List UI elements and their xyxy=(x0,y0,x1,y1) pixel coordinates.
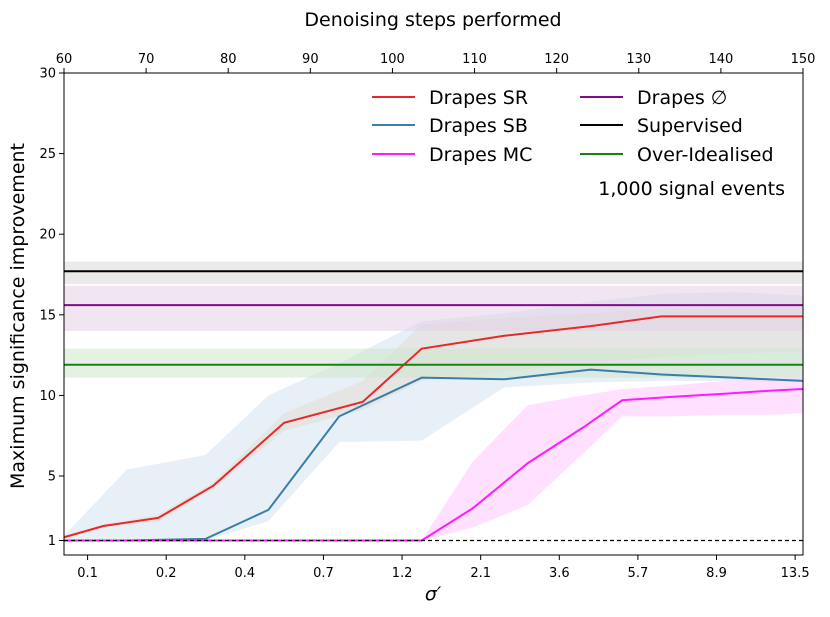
y-tick-label: 10 xyxy=(39,389,56,404)
top-x-tick-label: 70 xyxy=(138,52,155,67)
x-tick-label: 3.6 xyxy=(549,566,570,581)
top-x-tick-label: 120 xyxy=(544,52,569,67)
y-tick-label: 25 xyxy=(39,147,56,162)
x-tick-label: 1.2 xyxy=(392,566,413,581)
top-axis-title: Denoising steps performed xyxy=(304,9,561,31)
plot-frame xyxy=(63,72,804,556)
x-tick-label: 8.9 xyxy=(706,566,727,581)
y-tick-label: 30 xyxy=(39,67,56,82)
x-tick-label: 5.7 xyxy=(628,566,649,581)
band-over-idealised xyxy=(64,348,803,378)
x-tick-label: 0.1 xyxy=(77,566,98,581)
band-drapes-empty xyxy=(64,285,803,331)
x-tick-label: 0.4 xyxy=(234,566,255,581)
x-tick-label: 0.7 xyxy=(313,566,334,581)
band-drapes-mc xyxy=(64,377,803,541)
y-tick-label: 20 xyxy=(39,228,56,243)
legend-label-drapes-mc: Drapes MC xyxy=(429,144,532,166)
top-x-tick-label: 60 xyxy=(56,52,73,67)
top-x-tick-label: 130 xyxy=(626,52,651,67)
y-tick-label: 15 xyxy=(39,308,56,323)
legend: Drapes SR Drapes SB Drapes MC Drapes ∅ Super… xyxy=(372,87,774,166)
y-tick-label: 5 xyxy=(48,470,56,485)
line-drapes-sb xyxy=(64,368,804,542)
confidence-bands xyxy=(64,261,803,543)
top-x-tick-label: 80 xyxy=(220,52,237,67)
top-x-tick-label: 140 xyxy=(708,52,733,67)
y-axis-title: Maximum significance improvement xyxy=(7,143,29,489)
top-x-tick-label: 90 xyxy=(302,52,319,67)
legend-label-drapes-sb: Drapes SB xyxy=(429,115,528,137)
top-x-tick-label: 150 xyxy=(791,52,816,67)
legend-label-over-idealised: Over-Idealised xyxy=(637,144,774,166)
x-tick-label: 0.2 xyxy=(156,566,177,581)
band-supervised xyxy=(64,261,803,285)
legend-label-supervised: Supervised xyxy=(637,115,743,137)
legend-label-drapes-empty: Drapes ∅ xyxy=(637,87,727,109)
legend-label-drapes-sr: Drapes SR xyxy=(429,87,528,109)
y-tick-label: 1 xyxy=(48,534,56,549)
line-drapes-sr xyxy=(63,315,803,539)
top-x-tick-label: 110 xyxy=(462,52,487,67)
x-tick-label: 13.5 xyxy=(781,566,810,581)
top-x-tick-label: 100 xyxy=(380,52,405,67)
x-axis-title: σ′ xyxy=(425,583,442,605)
annotation: 1,000 signal events xyxy=(598,178,785,200)
x-tick-label: 2.1 xyxy=(470,566,491,581)
